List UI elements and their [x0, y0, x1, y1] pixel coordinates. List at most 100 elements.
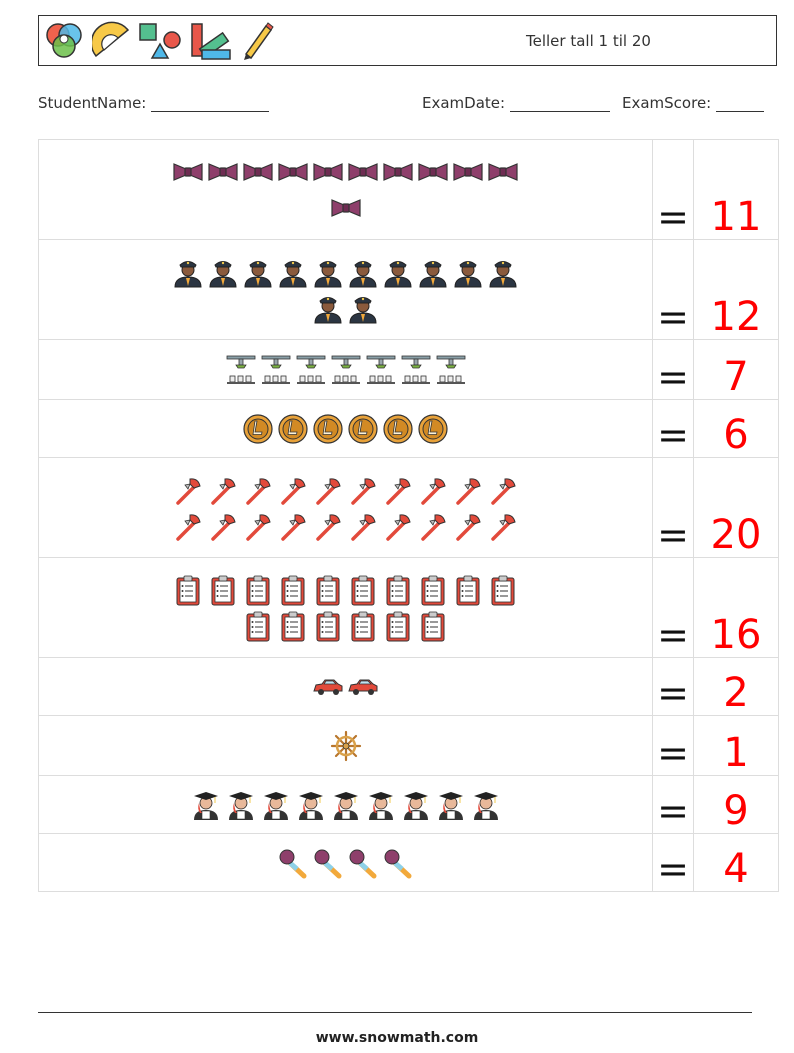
clipboard-checklist-icon	[312, 610, 344, 642]
litecoin-icon	[277, 413, 309, 445]
footer-divider	[38, 1012, 752, 1013]
shapes-icon	[139, 23, 181, 59]
picture-cell	[38, 833, 653, 892]
exercise-table: = 11 = 12 = 7 = 6 = 20 = 16 = 2 = 1 = 9 = 4	[38, 139, 779, 892]
police-officer-icon	[417, 256, 449, 288]
fire-axe-icon	[242, 474, 274, 506]
header-box: Teller tall 1 til 20	[38, 15, 777, 66]
answer-cell: 12	[693, 239, 779, 340]
graduate-icon	[435, 789, 467, 821]
fire-axe-icon	[452, 474, 484, 506]
police-officer-icon	[347, 292, 379, 324]
clipboard-checklist-icon	[417, 610, 449, 642]
icon-row	[39, 847, 652, 879]
icon-row	[39, 354, 652, 386]
bowtie-icon	[452, 156, 484, 188]
clipboard-checklist-icon	[242, 574, 274, 606]
microphone-icon	[347, 847, 379, 879]
clipboard-checklist-icon	[347, 610, 379, 642]
bowtie-icon	[487, 156, 519, 188]
fire-axe-icon	[312, 510, 344, 542]
ship-wheel-icon	[330, 730, 362, 762]
bowtie-icon	[242, 156, 274, 188]
footer-url: www.snowmath.com	[315, 1030, 479, 1046]
police-officer-icon	[312, 256, 344, 288]
police-officer-icon	[487, 256, 519, 288]
bowtie-icon	[312, 156, 344, 188]
worksheet-title: Teller tall 1 til 20	[526, 32, 651, 50]
icon-row	[39, 730, 652, 762]
graduate-icon	[400, 789, 432, 821]
fire-axe-icon	[242, 510, 274, 542]
exercise-row: = 9	[38, 775, 779, 834]
equals-cell: =	[652, 557, 694, 658]
litecoin-icon	[312, 413, 344, 445]
equals-sign: =	[657, 731, 689, 775]
clipboard-checklist-icon	[277, 610, 309, 642]
exercise-row: = 6	[38, 399, 779, 458]
answer-number: 1	[723, 730, 749, 776]
answer-number: 9	[723, 788, 749, 834]
bowtie-icon	[330, 192, 362, 224]
graduate-icon	[190, 789, 222, 821]
microphone-icon	[382, 847, 414, 879]
fire-axe-icon	[347, 474, 379, 506]
police-officer-icon	[172, 256, 204, 288]
police-officer-icon	[312, 292, 344, 324]
fire-axe-icon	[382, 510, 414, 542]
student-name-blank[interactable]	[151, 97, 270, 112]
icon-row	[39, 474, 652, 506]
answer-number: 12	[710, 294, 762, 340]
ceiling-shower-icon	[295, 354, 327, 386]
ceiling-shower-icon	[330, 354, 362, 386]
answer-number: 2	[723, 670, 749, 716]
bowtie-icon	[172, 156, 204, 188]
fire-axe-icon	[172, 474, 204, 506]
equals-cell: =	[652, 775, 694, 834]
answer-number: 20	[710, 512, 762, 558]
car-icon	[312, 671, 344, 703]
clipboard-checklist-icon	[382, 574, 414, 606]
picture-cell	[38, 239, 653, 340]
exam-score-blank[interactable]	[716, 97, 765, 112]
picture-cell	[38, 399, 653, 458]
equals-cell: =	[652, 833, 694, 892]
student-name-field: StudentName:	[38, 94, 270, 112]
fire-axe-icon	[417, 474, 449, 506]
ceiling-shower-icon	[365, 354, 397, 386]
ruler-palette-icon	[191, 23, 231, 60]
fire-axe-icon	[487, 474, 519, 506]
logo-strip	[42, 20, 274, 62]
fire-axe-icon	[277, 510, 309, 542]
fire-axe-icon	[172, 510, 204, 542]
clipboard-checklist-icon	[242, 610, 274, 642]
police-officer-icon	[382, 256, 414, 288]
ceiling-shower-icon	[435, 354, 467, 386]
litecoin-icon	[382, 413, 414, 445]
clipboard-checklist-icon	[172, 574, 204, 606]
clipboard-checklist-icon	[487, 574, 519, 606]
exam-date-blank[interactable]	[509, 97, 610, 112]
picture-cell	[38, 657, 653, 716]
protractor-icon	[92, 21, 130, 58]
fire-axe-icon	[382, 474, 414, 506]
picture-cell	[38, 775, 653, 834]
equals-cell: =	[652, 715, 694, 776]
equals-cell: =	[652, 657, 694, 716]
clipboard-checklist-icon	[312, 574, 344, 606]
equals-cell: =	[652, 399, 694, 458]
police-officer-icon	[242, 256, 274, 288]
answer-cell: 9	[693, 775, 779, 834]
fire-axe-icon	[487, 510, 519, 542]
equals-sign: =	[657, 355, 689, 399]
exercise-row: = 7	[38, 339, 779, 400]
ceiling-shower-icon	[225, 354, 257, 386]
answer-number: 7	[723, 354, 749, 400]
picture-cell	[38, 139, 653, 240]
equals-sign: =	[657, 613, 689, 657]
equals-cell: =	[652, 339, 694, 400]
microphone-icon	[312, 847, 344, 879]
equals-cell: =	[652, 139, 694, 240]
clipboard-checklist-icon	[207, 574, 239, 606]
answer-number: 16	[710, 612, 762, 658]
